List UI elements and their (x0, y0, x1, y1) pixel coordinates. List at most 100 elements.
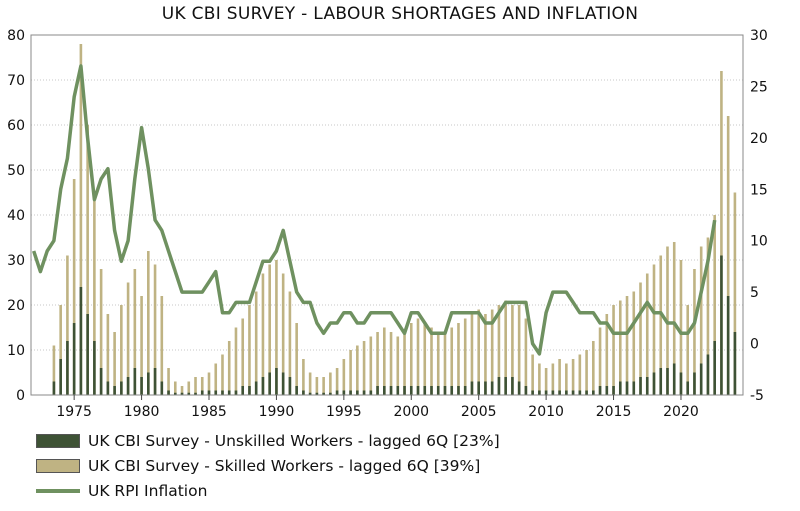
bar-skilled (214, 363, 218, 395)
bar-unskilled (187, 392, 191, 395)
bar-unskilled (214, 390, 218, 395)
legend-swatch-rpi (36, 488, 80, 493)
bar-unskilled (120, 381, 123, 395)
bar-skilled (173, 381, 177, 395)
rpi-line-group (32, 64, 717, 356)
chart-title: UK CBI SURVEY - LABOUR SHORTAGES AND INF… (161, 4, 639, 24)
bar-unskilled (699, 363, 703, 395)
bar-unskilled (666, 368, 669, 395)
unskilled-bars (52, 255, 737, 395)
bar-unskilled (693, 372, 696, 395)
bar-skilled (565, 363, 568, 395)
bar-skilled (409, 323, 413, 395)
bar-unskilled (484, 381, 487, 395)
bar-unskilled (234, 390, 238, 395)
bar-skilled (706, 237, 710, 395)
bar-skilled (194, 377, 197, 395)
bar-unskilled (517, 381, 521, 395)
bar-skilled (693, 269, 696, 395)
bar-skilled (639, 282, 642, 395)
bar-unskilled (511, 377, 514, 395)
bar-skilled (376, 332, 379, 395)
bar-unskilled (160, 381, 164, 395)
bar-skilled (322, 377, 325, 395)
bar-skilled (261, 273, 265, 395)
left-y-tick-label: 30 (7, 253, 25, 269)
bar-unskilled (99, 368, 103, 395)
plot-border (30, 34, 744, 396)
bar-skilled (275, 260, 278, 395)
bar-skilled (524, 318, 528, 395)
bar-skilled (147, 251, 150, 395)
legend-item-rpi: UK RPI Inflation (36, 478, 500, 503)
bar-unskilled (281, 372, 285, 395)
left-y-tick-label: 40 (7, 208, 25, 224)
bar-skilled (227, 341, 231, 395)
bar-skilled (288, 291, 292, 395)
bar-skilled (268, 264, 271, 395)
bar-unskilled (592, 390, 595, 395)
bar-skilled (140, 296, 143, 395)
bar-skilled (342, 359, 346, 395)
left-y-tick-label: 0 (16, 388, 25, 404)
bar-unskilled (416, 386, 420, 395)
bar-skilled (679, 260, 683, 395)
bar-skilled (416, 318, 420, 395)
bar-unskilled (221, 390, 224, 395)
bar-skilled (733, 192, 737, 395)
bar-skilled (726, 116, 730, 395)
bar-skilled (605, 314, 609, 395)
bar-unskilled (618, 381, 622, 395)
bar-unskilled (241, 386, 245, 395)
bar-unskilled (443, 386, 447, 395)
legend-swatch-unskilled (36, 433, 80, 448)
bar-skilled (632, 291, 636, 395)
legend-label-unskilled: UK CBI Survey - Unskilled Workers - lagg… (88, 431, 500, 450)
bar-skilled (281, 273, 285, 395)
bar-unskilled (598, 386, 602, 395)
bar-skilled (221, 354, 224, 395)
bar-unskilled (308, 392, 312, 395)
right-y-tick-label: 30 (750, 28, 768, 44)
bar-skilled (66, 255, 69, 395)
bar-skilled (59, 305, 62, 395)
bar-unskilled (133, 368, 137, 395)
x-tick-label: 1995 (326, 404, 362, 420)
bar-unskilled (659, 368, 663, 395)
bar-skilled (551, 363, 555, 395)
bar-unskilled (531, 390, 534, 395)
bar-unskilled (322, 392, 325, 395)
bar-skilled (396, 336, 400, 395)
right-y-tick-label: 0 (750, 337, 759, 353)
bar-unskilled (93, 341, 96, 395)
right-y-tick-label: 15 (750, 182, 768, 198)
bar-skilled (167, 368, 170, 395)
x-tick-label: 1980 (124, 404, 160, 420)
bar-skilled (544, 368, 548, 395)
bar-unskilled (720, 255, 723, 395)
left-y-tick-label: 50 (7, 163, 25, 179)
bar-unskilled (153, 368, 157, 395)
bar-skilled (618, 300, 622, 395)
bar-unskilled (686, 381, 690, 395)
left-y-tick-label: 80 (7, 28, 25, 44)
bar-skilled (254, 291, 258, 395)
bar-skilled (558, 359, 561, 395)
bar-unskilled (147, 372, 150, 395)
bar-skilled (490, 309, 494, 395)
bar-unskilled (173, 392, 177, 395)
bar-skilled (106, 314, 110, 395)
bar-skilled (207, 372, 211, 395)
bar-skilled (713, 215, 716, 395)
bar-unskilled (295, 386, 298, 395)
bar-unskilled (625, 381, 629, 395)
bar-skilled (234, 327, 238, 395)
bar-unskilled (356, 390, 359, 395)
bar-skilled (113, 332, 116, 395)
bar-unskilled (261, 377, 265, 395)
bar-unskilled (538, 390, 541, 395)
bar-unskilled (423, 386, 427, 395)
bar-skilled (335, 368, 339, 395)
bar-skilled (329, 372, 332, 395)
x-tick-label: 2000 (393, 404, 429, 420)
